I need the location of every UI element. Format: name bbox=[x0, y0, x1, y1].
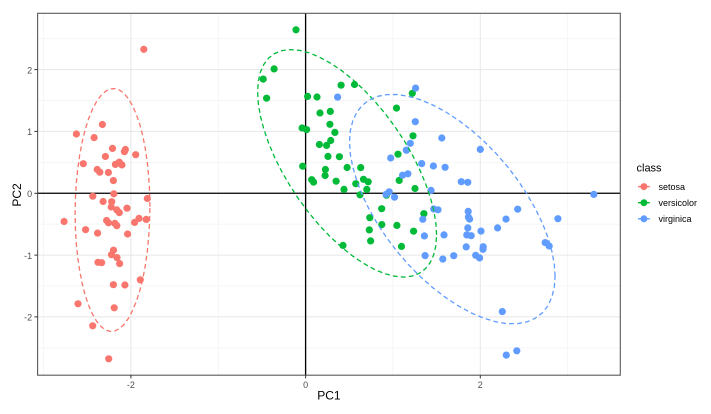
svg-text:0: 0 bbox=[303, 380, 308, 390]
svg-text:0: 0 bbox=[27, 189, 32, 199]
svg-text:PC1: PC1 bbox=[317, 388, 341, 402]
svg-text:versicolor: versicolor bbox=[659, 198, 698, 208]
svg-text:PC2: PC2 bbox=[10, 183, 24, 207]
svg-text:1: 1 bbox=[27, 127, 32, 137]
svg-text:2: 2 bbox=[27, 65, 32, 75]
svg-text:-2: -2 bbox=[127, 380, 135, 390]
svg-text:-1: -1 bbox=[24, 251, 32, 261]
svg-text:setosa: setosa bbox=[659, 182, 686, 192]
svg-text:virginica: virginica bbox=[659, 214, 692, 224]
svg-text:-2: -2 bbox=[24, 313, 32, 323]
svg-text:class: class bbox=[637, 163, 663, 175]
svg-text:2: 2 bbox=[478, 380, 483, 390]
